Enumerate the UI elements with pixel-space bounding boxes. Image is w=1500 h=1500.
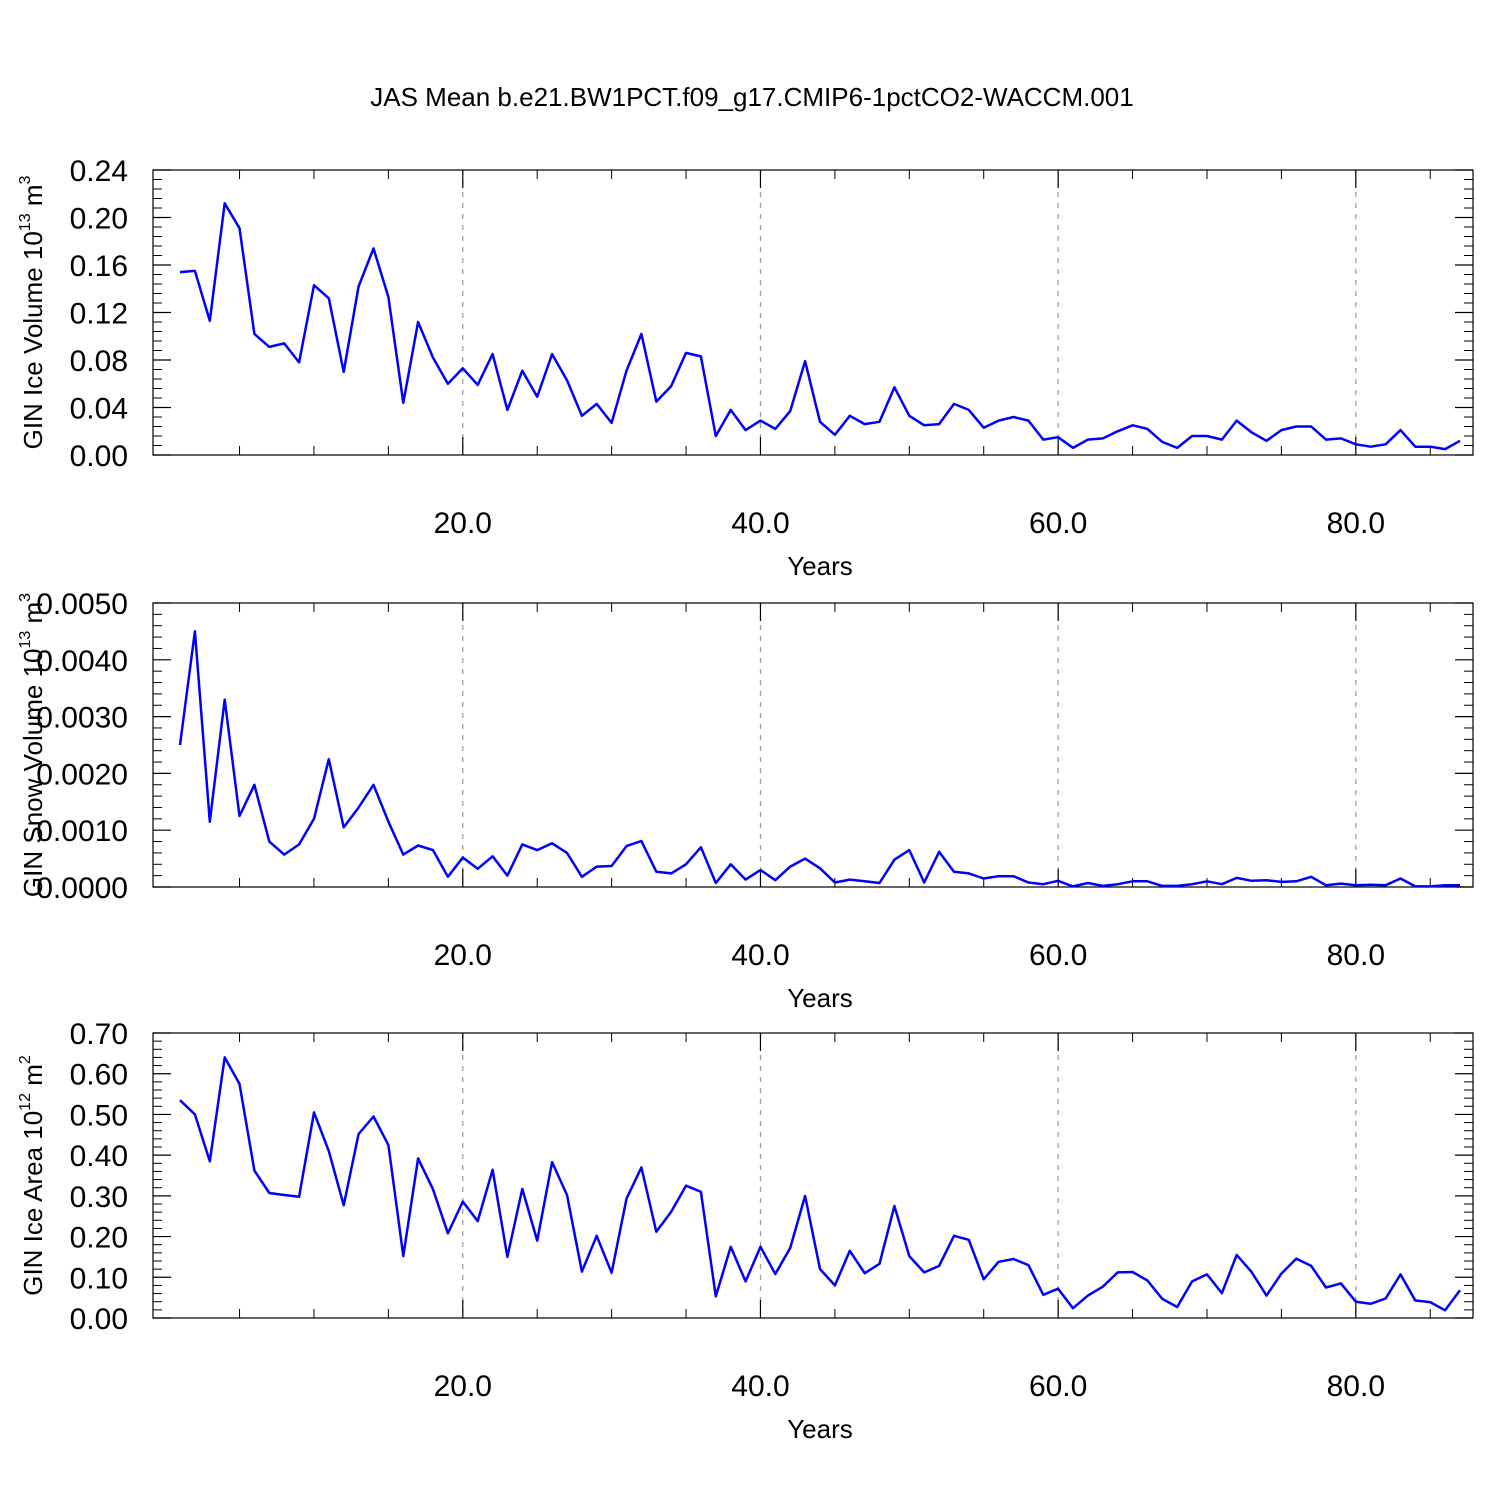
y-tick-label: 0.70 (70, 1018, 128, 1051)
y-tick-label: 0.20 (70, 1222, 128, 1255)
y-tick-label: 0.16 (70, 250, 128, 283)
x-tick-label: 20.0 (434, 1370, 492, 1403)
y-axis-title: GIN Ice Area 1012 m2 (17, 1055, 48, 1296)
x-tick-label: 60.0 (1029, 1370, 1087, 1403)
y-axis-title: GIN Snow Volume 1013 m3 (17, 593, 48, 897)
y-tick-label: 0.40 (70, 1140, 128, 1173)
x-tick-label: 60.0 (1029, 507, 1087, 540)
chart-panel-1: 0.00 0.04 0.08 0.12 0.16 0.20 0.24 20.0 40.0 60.0… (17, 155, 1474, 581)
y-tick-label: 0.50 (70, 1099, 128, 1132)
y-tick-label: 0.0040 (36, 645, 128, 678)
series-line (178, 630, 1460, 888)
y-tick-label: 0.24 (70, 155, 128, 188)
x-tick-label: 40.0 (731, 939, 789, 972)
y-tick-label: 0.12 (70, 298, 128, 331)
x-axis-title: Years (787, 551, 853, 581)
chart-title: JAS Mean b.e21.BW1PCT.f09_g17.CMIP6-1pct… (370, 82, 1133, 112)
y-tick-label: 0.00 (70, 440, 128, 473)
x-axis-title: Years (787, 983, 853, 1013)
x-tick-label: 60.0 (1029, 939, 1087, 972)
x-tick-label: 40.0 (731, 507, 789, 540)
plot-frame (152, 1032, 1474, 1319)
x-tick-label: 40.0 (731, 1370, 789, 1403)
y-tick-label: 0.00 (70, 1303, 128, 1336)
series-line (179, 202, 1461, 451)
chart-panel-2: 0.0000 0.0010 0.0020 0.0030 0.0040 0.0050 20.0… (17, 588, 1474, 1013)
chart-panel-3: 0.00 0.10 0.20 0.30 0.40 0.50 0.60 0.70 20.0 40.0… (17, 1018, 1474, 1444)
x-tick-label: 20.0 (434, 939, 492, 972)
y-tick-label: 0.0000 (36, 872, 128, 905)
plot-frame (152, 602, 1474, 888)
x-tick-label: 80.0 (1327, 507, 1385, 540)
series-line (179, 1056, 1462, 1312)
x-tick-label: 80.0 (1327, 939, 1385, 972)
x-axis-title: Years (787, 1414, 853, 1444)
y-tick-label: 0.60 (70, 1059, 128, 1092)
plot-frame (152, 169, 1474, 456)
y-tick-label: 0.0010 (36, 815, 128, 848)
y-tick-label: 0.20 (70, 203, 128, 236)
y-tick-label: 0.0030 (36, 702, 128, 735)
y-tick-label: 0.30 (70, 1181, 128, 1214)
y-tick-label: 0.04 (70, 393, 128, 426)
y-tick-label: 0.0020 (36, 758, 128, 791)
y-tick-label: 0.08 (70, 345, 128, 378)
y-axis-title: GIN Ice Volume 1013 m3 (17, 175, 48, 449)
x-tick-label: 20.0 (434, 507, 492, 540)
x-tick-label: 80.0 (1327, 1370, 1385, 1403)
y-tick-label: 0.0050 (36, 588, 128, 621)
y-tick-label: 0.10 (70, 1262, 128, 1295)
